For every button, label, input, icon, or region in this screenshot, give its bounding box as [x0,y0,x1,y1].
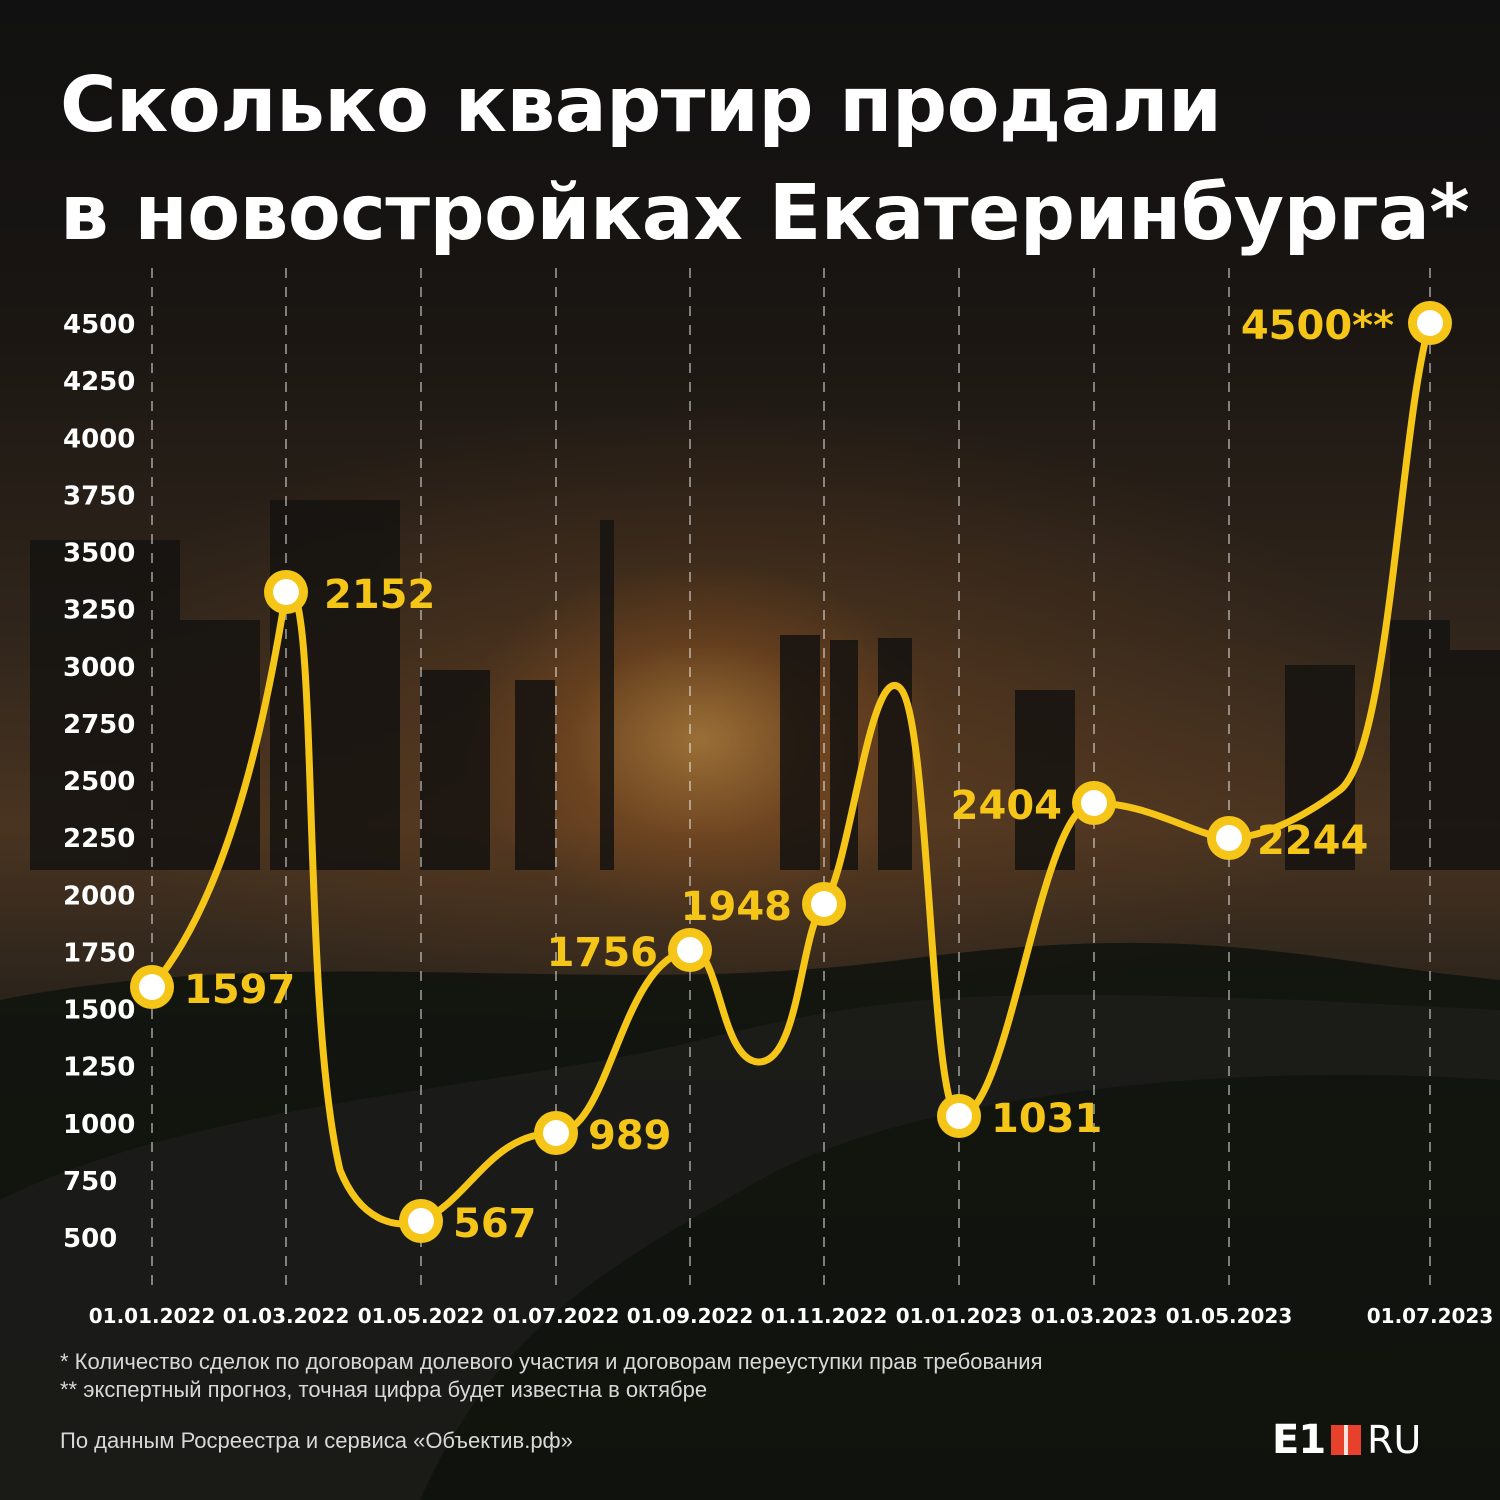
data-label: 2152 [324,572,435,618]
data-label: 1756 [547,930,658,976]
source-note: По данным Росреестра и сервиса «Объектив… [60,1428,573,1453]
data-label: 1597 [184,967,295,1013]
data-point-center [408,1208,434,1234]
data-point-center [139,974,165,1000]
x-axis-ticks: 01.01.2022 01.03.2022 01.05.2022 01.07.2022… [89,1304,1494,1328]
data-label: 567 [453,1201,537,1247]
data-label: 4500** [1241,303,1394,349]
x-tick-label: 01.03.2023 [1031,1304,1158,1328]
y-tick-label: 2500 [63,767,135,797]
x-tick-label: 01.07.2022 [493,1304,620,1328]
y-tick-label: 4000 [63,424,135,454]
logo-square-icon [1331,1425,1362,1455]
data-point-center [1216,825,1242,851]
data-point-center [543,1120,569,1146]
footnotes: * Количество сделок по договорам долевог… [60,1348,1043,1404]
grid-lines [151,268,1431,1290]
data-label: 1948 [681,884,792,930]
data-label: 2244 [1257,818,1368,864]
x-tick-label: 01.11.2022 [761,1304,888,1328]
x-tick-label: 01.05.2022 [358,1304,485,1328]
y-tick-label: 1250 [63,1053,135,1083]
data-label: 1031 [991,1096,1102,1142]
logo-text: E1 [1272,1417,1326,1463]
data-point-center [946,1103,972,1129]
data-labels: 1597 2152 567 989 1756 1948 1031 2404 2244 4500** [184,303,1394,1247]
page-title: Сколько квартир продали в новостройках Е… [60,52,1470,268]
y-tick-label: 3750 [63,481,135,511]
data-point-center [811,891,837,917]
y-tick-label: 2250 [63,824,135,854]
footnote-1: * Количество сделок по договорам долевог… [60,1349,1043,1374]
data-points [130,301,1452,1243]
series-line [148,319,1434,1228]
data-point-center [1081,790,1107,816]
footnote-2: ** экспертный прогноз, точная цифра буде… [60,1377,708,1402]
y-tick-label: 1000 [63,1110,135,1140]
y-tick-label: 3000 [63,653,135,683]
y-tick-label: 4250 [63,367,135,397]
y-tick-label: 500 [63,1224,117,1254]
title-line-1: Сколько квартир продали [60,61,1222,150]
y-tick-label: 1500 [63,996,135,1026]
data-point-center [273,579,299,605]
x-tick-label: 01.03.2022 [223,1304,350,1328]
x-tick-label: 01.05.2023 [1166,1304,1293,1328]
title-line-2: в новостройках Екатеринбурга* [60,169,1470,258]
e1-logo: E1 RU [1272,1417,1422,1463]
y-tick-label: 750 [63,1167,117,1197]
data-point-center [1417,310,1443,336]
y-tick-label: 2000 [63,881,135,911]
data-label: 989 [588,1113,672,1159]
x-tick-label: 01.09.2022 [627,1304,754,1328]
y-tick-label: 4500 [63,310,135,340]
y-tick-label: 3500 [63,539,135,569]
y-tick-label: 1750 [63,938,135,968]
y-axis-ticks: 4500 4250 4000 3750 3500 3250 3000 2750 2500 2250… [63,310,135,1254]
data-label: 2404 [951,783,1062,829]
x-tick-label: 01.07.2023 [1367,1304,1494,1328]
logo-suffix: RU [1367,1418,1422,1462]
x-tick-label: 01.01.2022 [89,1304,216,1328]
x-tick-label: 01.01.2023 [896,1304,1023,1328]
y-tick-label: 3250 [63,596,135,626]
data-point-center [677,937,703,963]
y-tick-label: 2750 [63,710,135,740]
